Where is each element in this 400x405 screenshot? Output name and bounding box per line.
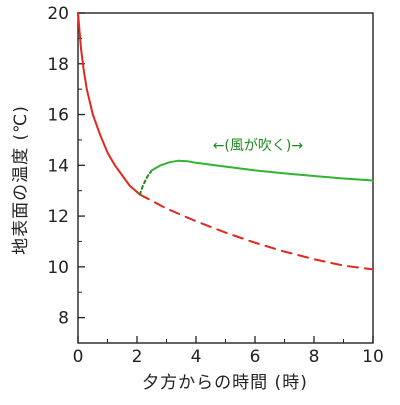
series-line-4 <box>150 159 374 182</box>
series-line-2 <box>138 193 374 271</box>
y-axis-title: 地表面の温度 (℃) <box>11 105 31 255</box>
y-tick-label: 14 <box>47 156 69 176</box>
x-axis-ticks: 0 2 4 6 8 10 <box>73 336 384 367</box>
x-tick-label: 8 <box>309 347 320 367</box>
x-tick-label: 10 <box>362 347 384 367</box>
wind-annotation: ←(風が吹く)→ <box>213 138 304 154</box>
x-axis-title: 夕方からの時間 (時) <box>142 373 308 393</box>
y-tick-label: 10 <box>47 258 69 278</box>
x-tick-label: 0 <box>73 347 84 367</box>
series-line-3 <box>138 169 153 196</box>
y-tick-label: 12 <box>47 207 69 227</box>
x-tick-label: 6 <box>250 347 261 367</box>
y-tick-label: 8 <box>58 309 69 329</box>
y-tick-label: 20 <box>47 4 69 24</box>
x-tick-label: 2 <box>132 347 143 367</box>
y-tick-label: 16 <box>47 106 69 126</box>
x-tick-label: 4 <box>191 347 202 367</box>
y-tick-label: 18 <box>47 55 69 75</box>
y-axis-ticks: 8 10 12 14 16 18 20 <box>47 4 85 329</box>
series-layer <box>77 12 374 271</box>
wind-annotation-label: ←(風が吹く)→ <box>213 138 304 154</box>
series-line-1 <box>77 12 141 196</box>
